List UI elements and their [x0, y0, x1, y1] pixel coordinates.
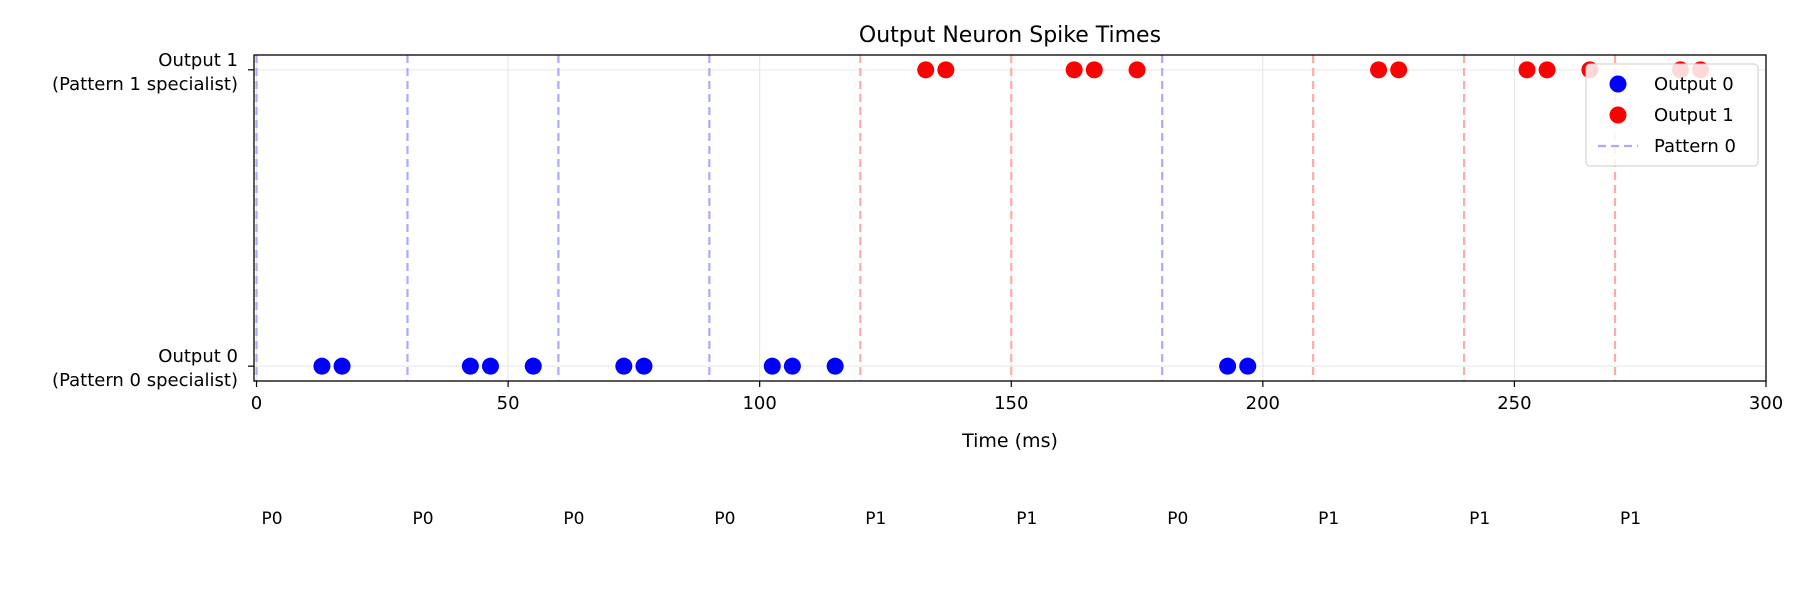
spike-point: [1239, 357, 1257, 375]
x-tick-label: 200: [1246, 393, 1280, 414]
x-tick-label: 50: [497, 393, 520, 414]
spike-point: [1390, 61, 1408, 79]
spike-point: [763, 357, 781, 375]
spike-point: [1128, 61, 1146, 79]
pattern-label: P1: [1318, 509, 1339, 529]
x-tick-label: 0: [251, 393, 262, 414]
spike-point: [937, 61, 955, 79]
x-axis-label: Time (ms): [961, 430, 1058, 452]
spike-point: [826, 357, 844, 375]
plot-frame: [253, 54, 1767, 382]
spike-point: [615, 357, 633, 375]
pattern-label: P0: [412, 509, 433, 529]
x-tick-label: 250: [1497, 393, 1531, 414]
pattern-labels: P0 P0 P0 P0 P1 P1 P0 P1 P1 P1: [262, 509, 1642, 529]
legend-frame: [1585, 63, 1759, 167]
pattern-label: P1: [1469, 509, 1490, 529]
chart-title: Output Neuron Spike Times: [859, 23, 1161, 48]
spike-point: [1219, 357, 1237, 375]
spike-point: [1518, 61, 1536, 79]
spike-point: [524, 357, 542, 375]
spike-point: [1370, 61, 1388, 79]
y-tick-sublabel: (Pattern 0 specialist): [52, 370, 238, 391]
legend-marker: [1609, 106, 1627, 124]
x-axis-ticks: 0 50 100 150 200 250 300: [251, 381, 1783, 414]
pattern-label: P0: [714, 509, 735, 529]
pattern-label: P0: [262, 509, 283, 529]
y-tick-label: Output 0: [158, 346, 238, 367]
pattern-label: P1: [865, 509, 886, 529]
pattern-label: P1: [1016, 509, 1037, 529]
spike-point: [313, 357, 331, 375]
grid-lines: [254, 55, 1767, 381]
legend-label: Output 0: [1654, 74, 1734, 95]
spike-point: [481, 357, 499, 375]
spike-point: [783, 357, 801, 375]
legend-marker: [1609, 75, 1627, 93]
spike-point: [333, 357, 351, 375]
spike-point: [1065, 61, 1083, 79]
spike-point: [461, 357, 479, 375]
y-tick-sublabel: (Pattern 1 specialist): [52, 74, 238, 95]
x-tick-label: 300: [1749, 393, 1783, 414]
y-tick-label: Output 1: [158, 50, 238, 71]
x-tick-label: 100: [742, 393, 776, 414]
legend: Output 0 Output 1 Pattern 0: [1585, 63, 1759, 167]
x-tick-label: 150: [994, 393, 1028, 414]
spike-point: [1538, 61, 1556, 79]
pattern-label: P1: [1620, 509, 1641, 529]
y-axis-ticks: Output 0 (Pattern 0 specialist) Output 1 (P…: [52, 50, 254, 391]
spike-point: [635, 357, 653, 375]
legend-label: Output 1: [1654, 105, 1734, 126]
spike-points: [313, 61, 1710, 375]
legend-label: Pattern 0: [1654, 136, 1736, 157]
spike-point: [1085, 61, 1103, 79]
pattern-label: P0: [563, 509, 584, 529]
spike-point: [917, 61, 935, 79]
pattern-label: P0: [1167, 509, 1188, 529]
pattern-lines: [255, 55, 1617, 381]
